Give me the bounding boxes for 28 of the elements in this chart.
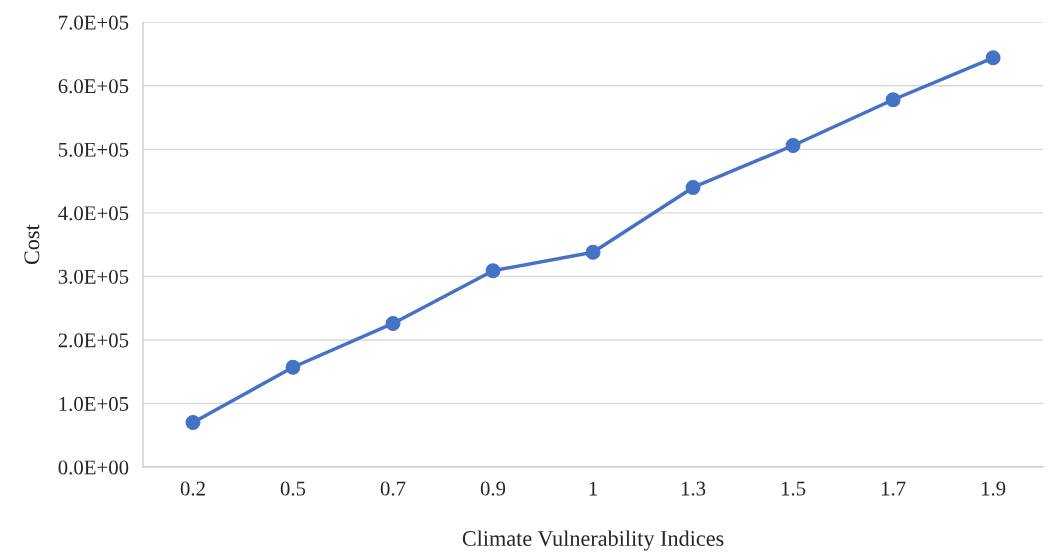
- x-tick-label: 0.5: [280, 481, 306, 496]
- y-tick-label: 1.0E+05: [59, 396, 129, 412]
- y-tick-label: 7.0E+05: [59, 15, 129, 30]
- y-tick-label: 2.0E+05: [58, 333, 129, 348]
- x-tick-label: 1: [589, 481, 597, 496]
- x-tick-label: 1.5: [781, 481, 806, 496]
- x-tick-label: 1.9: [981, 481, 1006, 496]
- point: [385, 315, 401, 331]
- point: [985, 50, 1001, 66]
- point: [185, 415, 201, 431]
- point: [285, 359, 301, 375]
- x-tick-label: 1.7: [881, 481, 906, 496]
- point: [485, 263, 501, 279]
- y-tick-label: 4.0E+05: [58, 206, 129, 221]
- point: [885, 92, 901, 108]
- x-tick-label: 0.2: [180, 481, 205, 496]
- point: [685, 179, 701, 195]
- point: [785, 138, 801, 153]
- y-tick-label: 5.0E+05: [58, 142, 129, 157]
- x-tick-label: 1.3: [681, 481, 706, 496]
- y-tick-label: 0.0E+00: [58, 460, 129, 475]
- y-axis-title: Cost: [24, 224, 40, 265]
- x-tick-label: 0.9: [480, 481, 506, 496]
- y-tick-label: 6.0E+05: [58, 79, 129, 94]
- y-tick-label: 3.0E+05: [58, 269, 129, 284]
- x-axis-title: Climate Vulnerability Indices: [462, 530, 724, 551]
- point: [585, 244, 601, 260]
- x-tick-label: 0.7: [380, 481, 406, 496]
